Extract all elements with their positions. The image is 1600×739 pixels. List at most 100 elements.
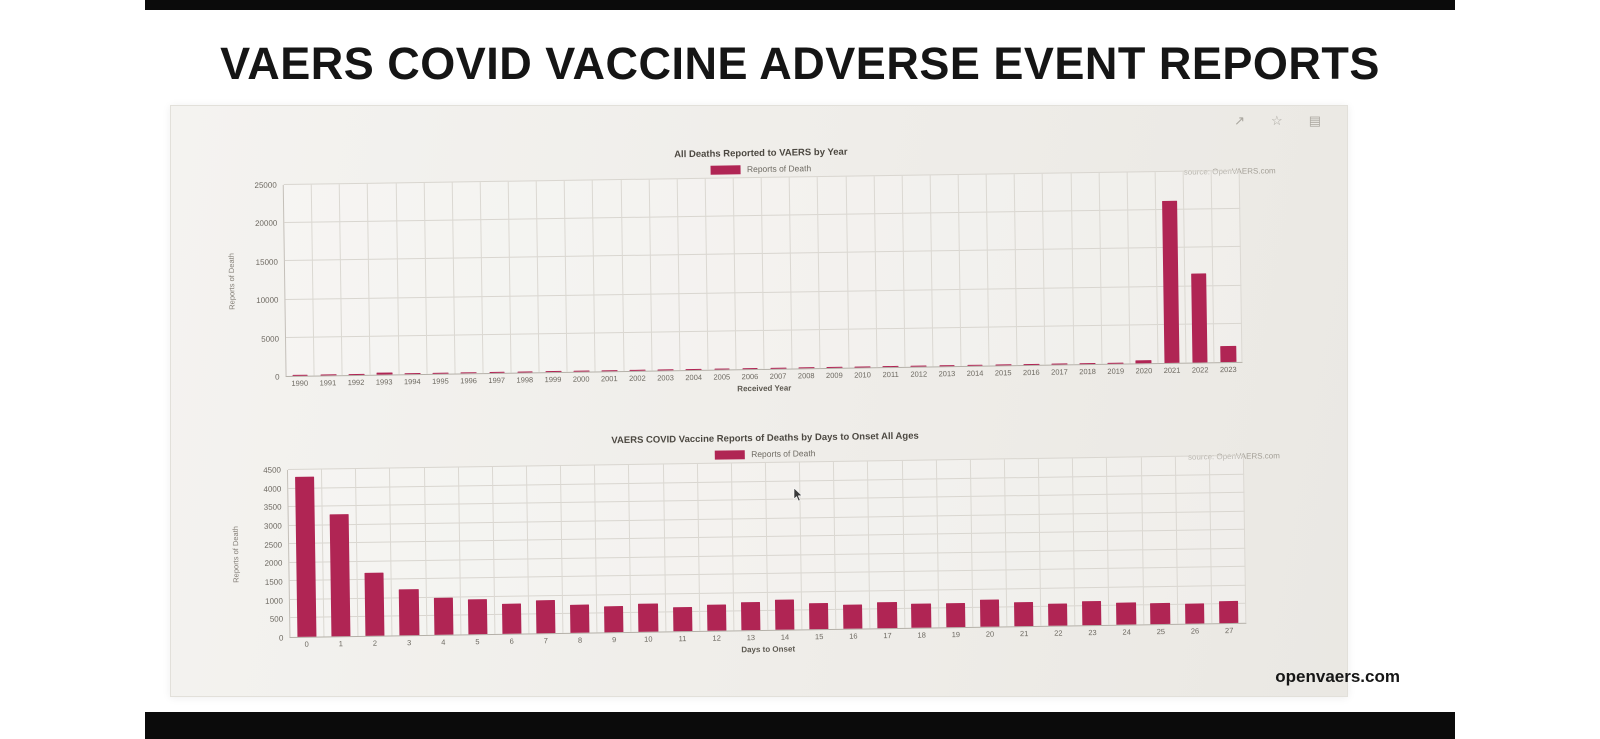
x-tick-label: 12: [712, 633, 721, 643]
x-tick-label: 1993: [375, 377, 393, 387]
category-cell: [1099, 172, 1131, 364]
category-cell: [1071, 172, 1103, 365]
bar: [1218, 600, 1239, 624]
bar: [1048, 603, 1068, 626]
bar: [467, 598, 488, 635]
x-tick-label: 2007: [769, 371, 787, 381]
bar: [348, 373, 365, 376]
legend-swatch: [715, 449, 746, 460]
bar: [882, 365, 899, 368]
x-tick-label: 1997: [488, 375, 506, 386]
category-cell: [1183, 171, 1215, 363]
category-cell: [339, 183, 371, 376]
legend-swatch: [710, 164, 741, 175]
y-tick-label: 4500: [263, 465, 282, 475]
x-tick-label: 1996: [460, 376, 477, 386]
bar: [1051, 363, 1068, 365]
bar: [877, 602, 897, 629]
bar: [573, 370, 590, 372]
category-cell: [986, 174, 1018, 366]
x-tick-label: 1992: [347, 377, 365, 388]
category-cell: [902, 460, 940, 628]
mouse-cursor: [793, 488, 803, 502]
bar: [364, 572, 385, 636]
x-tick-label: 2022: [1191, 365, 1209, 375]
x-tick-label: 1995: [432, 376, 449, 386]
share-icon[interactable]: ↗: [1234, 113, 1246, 128]
x-tick-label: 2004: [685, 372, 703, 383]
plot-area: [282, 169, 1243, 378]
x-tick-label: 11: [678, 634, 687, 644]
bar: [770, 367, 787, 369]
bar-series: [283, 170, 1243, 377]
y-tick-label: 500: [269, 614, 284, 625]
x-tick-label: 7: [543, 636, 548, 646]
category-cell: [1127, 172, 1159, 364]
x-tick-label: 0: [304, 639, 309, 649]
bar: [1013, 601, 1034, 627]
x-tick-label: 27: [1224, 625, 1234, 636]
x-tick-label: 2023: [1219, 364, 1237, 375]
category-cell: [970, 459, 1008, 627]
x-tick-label: 2002: [628, 373, 646, 383]
x-tick-label: 2016: [1022, 367, 1040, 378]
x-tick-label: 2006: [741, 372, 759, 382]
category-cell: [621, 179, 653, 371]
category-cell: [508, 181, 540, 373]
category-cell: [1107, 457, 1144, 625]
bar: [742, 367, 758, 370]
bar: [1082, 600, 1102, 626]
bar: [798, 366, 815, 369]
bar-series: [287, 455, 1247, 637]
favorite-icon[interactable]: ☆: [1271, 113, 1283, 128]
x-tick-label: 2019: [1107, 366, 1125, 376]
y-tick-label: 20000: [255, 219, 278, 229]
category-cell: [1211, 170, 1243, 363]
x-tick-label: 2008: [797, 371, 815, 381]
bar: [399, 588, 420, 636]
x-tick-label: 3: [406, 638, 412, 648]
bar: [967, 364, 983, 366]
x-tick-label: 1: [338, 639, 343, 649]
bar: [740, 601, 761, 631]
category-cell: [902, 175, 934, 367]
bar: [685, 368, 702, 371]
x-tick-label: 1990: [291, 378, 309, 388]
category-cell: [1073, 457, 1110, 626]
category-cell: [958, 174, 990, 366]
x-tick-label: 15: [814, 632, 824, 642]
bar: [657, 368, 674, 371]
category-cell: [593, 180, 625, 372]
x-tick-label: 24: [1122, 627, 1131, 637]
category-cell: [1209, 455, 1247, 624]
bar: [774, 599, 795, 630]
bar: [501, 603, 522, 634]
bar: [570, 604, 590, 633]
category-cell: [368, 183, 400, 375]
y-tick-label: 15000: [255, 257, 278, 267]
bar: [910, 365, 927, 367]
x-tick-label: 1998: [516, 375, 534, 385]
x-tick-label: 10: [644, 634, 653, 644]
category-cell: [846, 176, 878, 368]
bar: [911, 603, 932, 628]
chart-deaths-by-onset: VAERS COVID Vaccine Reports of Deaths by…: [230, 426, 1280, 662]
bar: [1107, 362, 1124, 364]
x-tick-label: 22: [1054, 628, 1063, 638]
x-tick-label: 9: [612, 635, 617, 645]
bar: [460, 371, 477, 374]
x-tick-label: 2000: [572, 374, 590, 384]
bar: [1161, 200, 1180, 363]
y-tick-label: 5000: [261, 334, 280, 344]
bar: [1184, 603, 1205, 624]
bar: [809, 603, 829, 630]
bar: [489, 371, 505, 374]
x-tick-label: 4: [441, 637, 446, 647]
x-tick-label: 19: [951, 630, 961, 640]
plot-area: [286, 454, 1247, 638]
screen-content: All Deaths Reported to VAERS by Year Rep…: [167, 97, 1352, 704]
y-axis-ticks: 0 5000 10000 15000 20000 25000: [242, 181, 286, 382]
x-tick-label: 25: [1156, 627, 1166, 637]
settings-icon[interactable]: ▤: [1308, 113, 1321, 128]
bar: [672, 606, 693, 632]
